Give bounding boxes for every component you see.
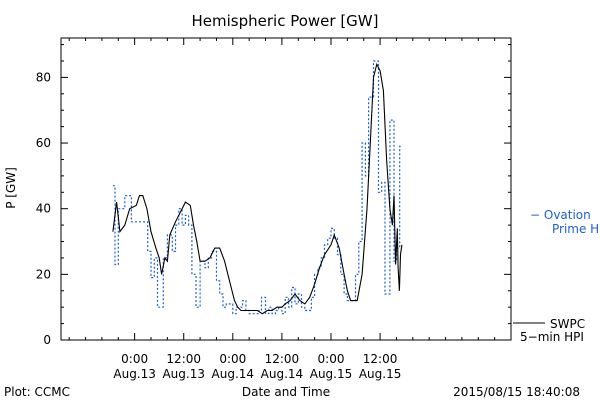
series-line-ovation-prime: [112, 60, 402, 315]
legend-ovation-label: − Ovation: [530, 208, 591, 222]
y-axis-label: P [GW]: [4, 167, 18, 209]
legend-swpc-label-2: 5−min HPI: [520, 330, 584, 344]
series-layer: [112, 60, 403, 315]
x-tick-label-date: Aug.13: [162, 367, 205, 381]
y-tick-label: 20: [36, 267, 51, 281]
plot-frame: [60, 37, 512, 341]
x-tick-label-time: 0:00: [219, 352, 246, 366]
y-tick-label: 60: [36, 136, 51, 150]
x-tick-label-time: 12:00: [265, 352, 300, 366]
x-tick-label-time: 0:00: [121, 352, 148, 366]
legend-swpc-label: SWPC: [550, 317, 585, 331]
y-tick-label: 40: [36, 202, 51, 216]
x-tick-label-date: Aug.14: [212, 367, 255, 381]
footer-credit: Plot: CCMC: [4, 385, 70, 399]
x-tick-label-time: 12:00: [363, 352, 398, 366]
x-tick-label-date: Aug.15: [310, 367, 353, 381]
x-tick-label-date: Aug.13: [113, 367, 156, 381]
x-tick-label-time: 12:00: [166, 352, 201, 366]
x-tick-label-date: Aug.14: [261, 367, 304, 381]
y-axis: 0 20 40 60 80: [36, 44, 511, 347]
footer-timestamp: 2015/08/15 18:40:08: [453, 385, 580, 399]
x-axis-label: Date and Time: [242, 385, 330, 399]
x-axis: 0:00Aug.1312:00Aug.130:00Aug.1412:00Aug.…: [68, 38, 512, 381]
legend-ovation-label-2: Prime HPI: [552, 222, 600, 236]
x-tick-label-time: 0:00: [318, 352, 345, 366]
y-tick-label: 80: [36, 70, 51, 84]
series-line-swpc: [112, 62, 403, 315]
y-tick-label: 0: [43, 333, 51, 347]
x-tick-label-date: Aug.15: [359, 367, 402, 381]
chart-title: Hemispheric Power [GW]: [192, 12, 379, 30]
